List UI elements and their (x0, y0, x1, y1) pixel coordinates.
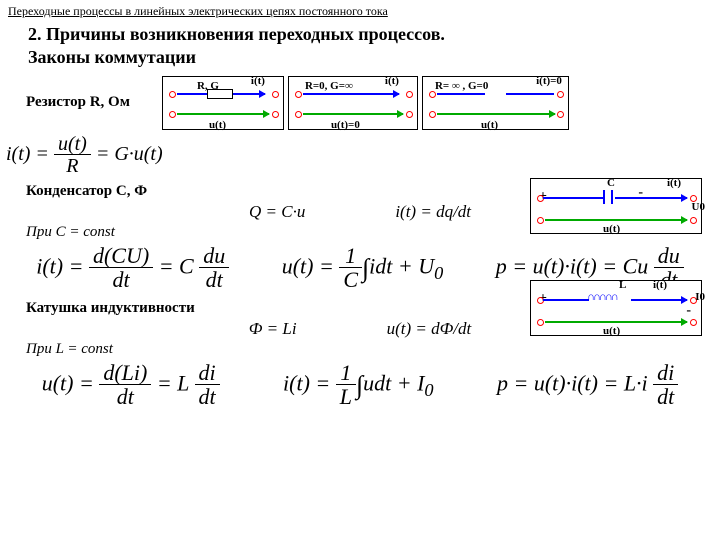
cap-i: i(t) (667, 177, 681, 189)
resistor-box2: R=0, G=∞ i(t) u(t)=0 (288, 76, 418, 130)
ind-L: L (619, 279, 626, 291)
box2-rg: R=0, G=∞ (305, 80, 353, 92)
ind-minus: - (686, 303, 691, 319)
inductor-diagram: i(t) L + ∩∩∩∩∩ I0 - u(t) (530, 280, 702, 336)
capacitor-label: Конденсатор C, Ф (0, 181, 173, 202)
inductor-equations: u(t) = d(Li)dt = L didt i(t) = 1L∫udt + … (0, 360, 720, 411)
ind-i: i(t) (653, 279, 667, 291)
capacitor-diagram: i(t) C + - U0 u(t) (530, 178, 702, 234)
breadcrumb: Переходные процессы в линейных электриче… (0, 0, 720, 23)
box1-i: i(t) (251, 75, 265, 87)
cap-u: u(t) (603, 223, 620, 235)
heading-line1: 2. Причины возникновения переходных проц… (0, 23, 720, 46)
box2-u: u(t)=0 (331, 119, 360, 131)
cap-q-eq: Q = C·u (249, 202, 305, 222)
box1-u: u(t) (209, 119, 226, 131)
ind-i0: I0 (695, 291, 705, 303)
inductor-label: Катушка индуктивности (0, 298, 221, 319)
box3-rg: R= ∞ , G=0 (435, 80, 488, 92)
ind-phi-eq: Ф = Li (249, 319, 297, 339)
cap-idq-eq: i(t) = dq/dt (395, 202, 471, 222)
resistor-equation: i(t) = u(t)R = G·u(t) (0, 130, 720, 181)
box3-i: i(t)=0 (536, 75, 562, 87)
cap-C: C (607, 177, 615, 189)
resistor-box1: R, G i(t) u(t) (162, 76, 284, 130)
box2-i: i(t) (385, 75, 399, 87)
box3-u: u(t) (481, 119, 498, 131)
heading-line2: Законы коммутации (0, 46, 720, 69)
ind-udphi-eq: u(t) = dФ/dt (387, 319, 472, 339)
ind-u: u(t) (603, 325, 620, 337)
ind-condition: При L = const (0, 339, 720, 360)
cap-u0: U0 (692, 201, 705, 213)
resistor-label: Резистор R, Ом (0, 92, 156, 113)
resistor-box3: R= ∞ , G=0 i(t)=0 u(t) (422, 76, 569, 130)
